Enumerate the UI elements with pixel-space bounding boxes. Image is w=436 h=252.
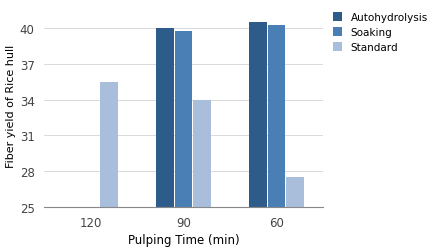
- Bar: [100, 82, 118, 207]
- Bar: [175, 32, 192, 207]
- Legend: Autohydrolysis, Soaking, Standard: Autohydrolysis, Soaking, Standard: [331, 11, 430, 55]
- Bar: [286, 177, 304, 207]
- X-axis label: Pulping Time (min): Pulping Time (min): [128, 234, 239, 246]
- Bar: [249, 23, 266, 207]
- Bar: [193, 100, 211, 207]
- Bar: [156, 29, 174, 207]
- Bar: [268, 26, 285, 207]
- Y-axis label: Fiber yield of Rice hull: Fiber yield of Rice hull: [6, 45, 16, 168]
